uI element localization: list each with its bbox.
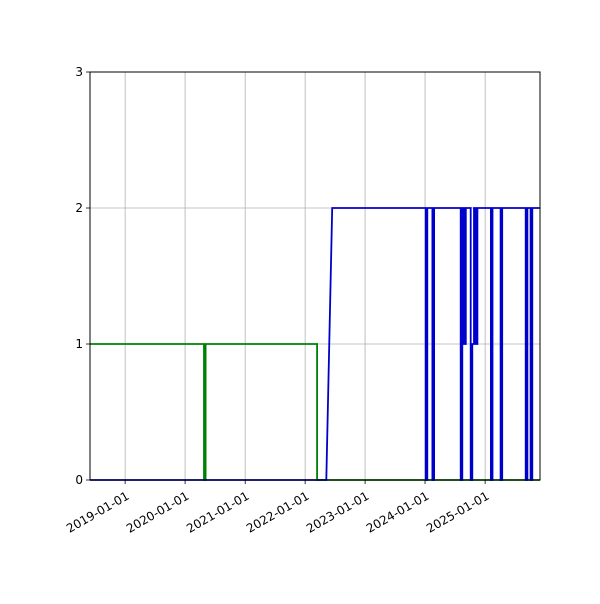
y-tick-label: 0 [75, 473, 83, 487]
series-layer [90, 207, 540, 481]
y-axis: 0 1 2 3 [75, 65, 90, 487]
series-line-1 [90, 343, 540, 481]
plot-frame [89, 71, 541, 481]
series-line-2 [90, 207, 540, 481]
y-tick-label: 1 [75, 337, 83, 351]
y-tick-label: 3 [75, 65, 83, 79]
y-tick-label: 2 [75, 201, 83, 215]
